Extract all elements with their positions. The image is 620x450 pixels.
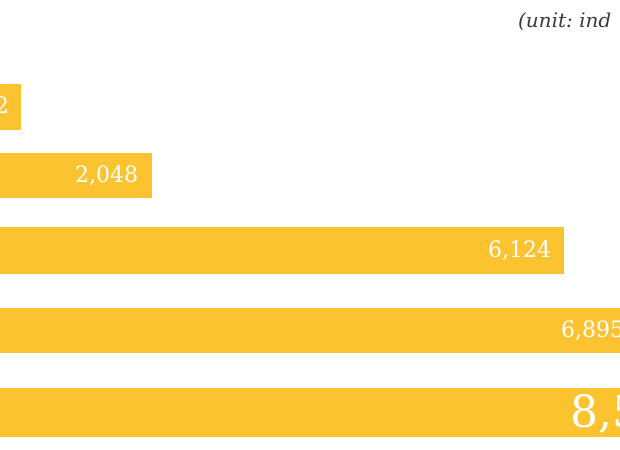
bar-row-5: 8,5 xyxy=(0,388,620,437)
bar-value-label: 2,048 xyxy=(75,162,138,188)
bar-row-3: 6,124 xyxy=(0,227,564,274)
bar-row-2: 2,048 xyxy=(0,153,152,198)
bar-row-1: 2 xyxy=(0,84,21,130)
bar-value-label: 6,124 xyxy=(488,237,551,263)
bar-row-4: 6,895 xyxy=(0,308,620,353)
bar-value-label-emphasized: 8,5 xyxy=(570,386,620,438)
bar-value-label: 2 xyxy=(0,94,9,119)
unit-note-label: (unit: ind xyxy=(518,8,612,32)
bar-value-label: 6,895 xyxy=(561,317,620,343)
